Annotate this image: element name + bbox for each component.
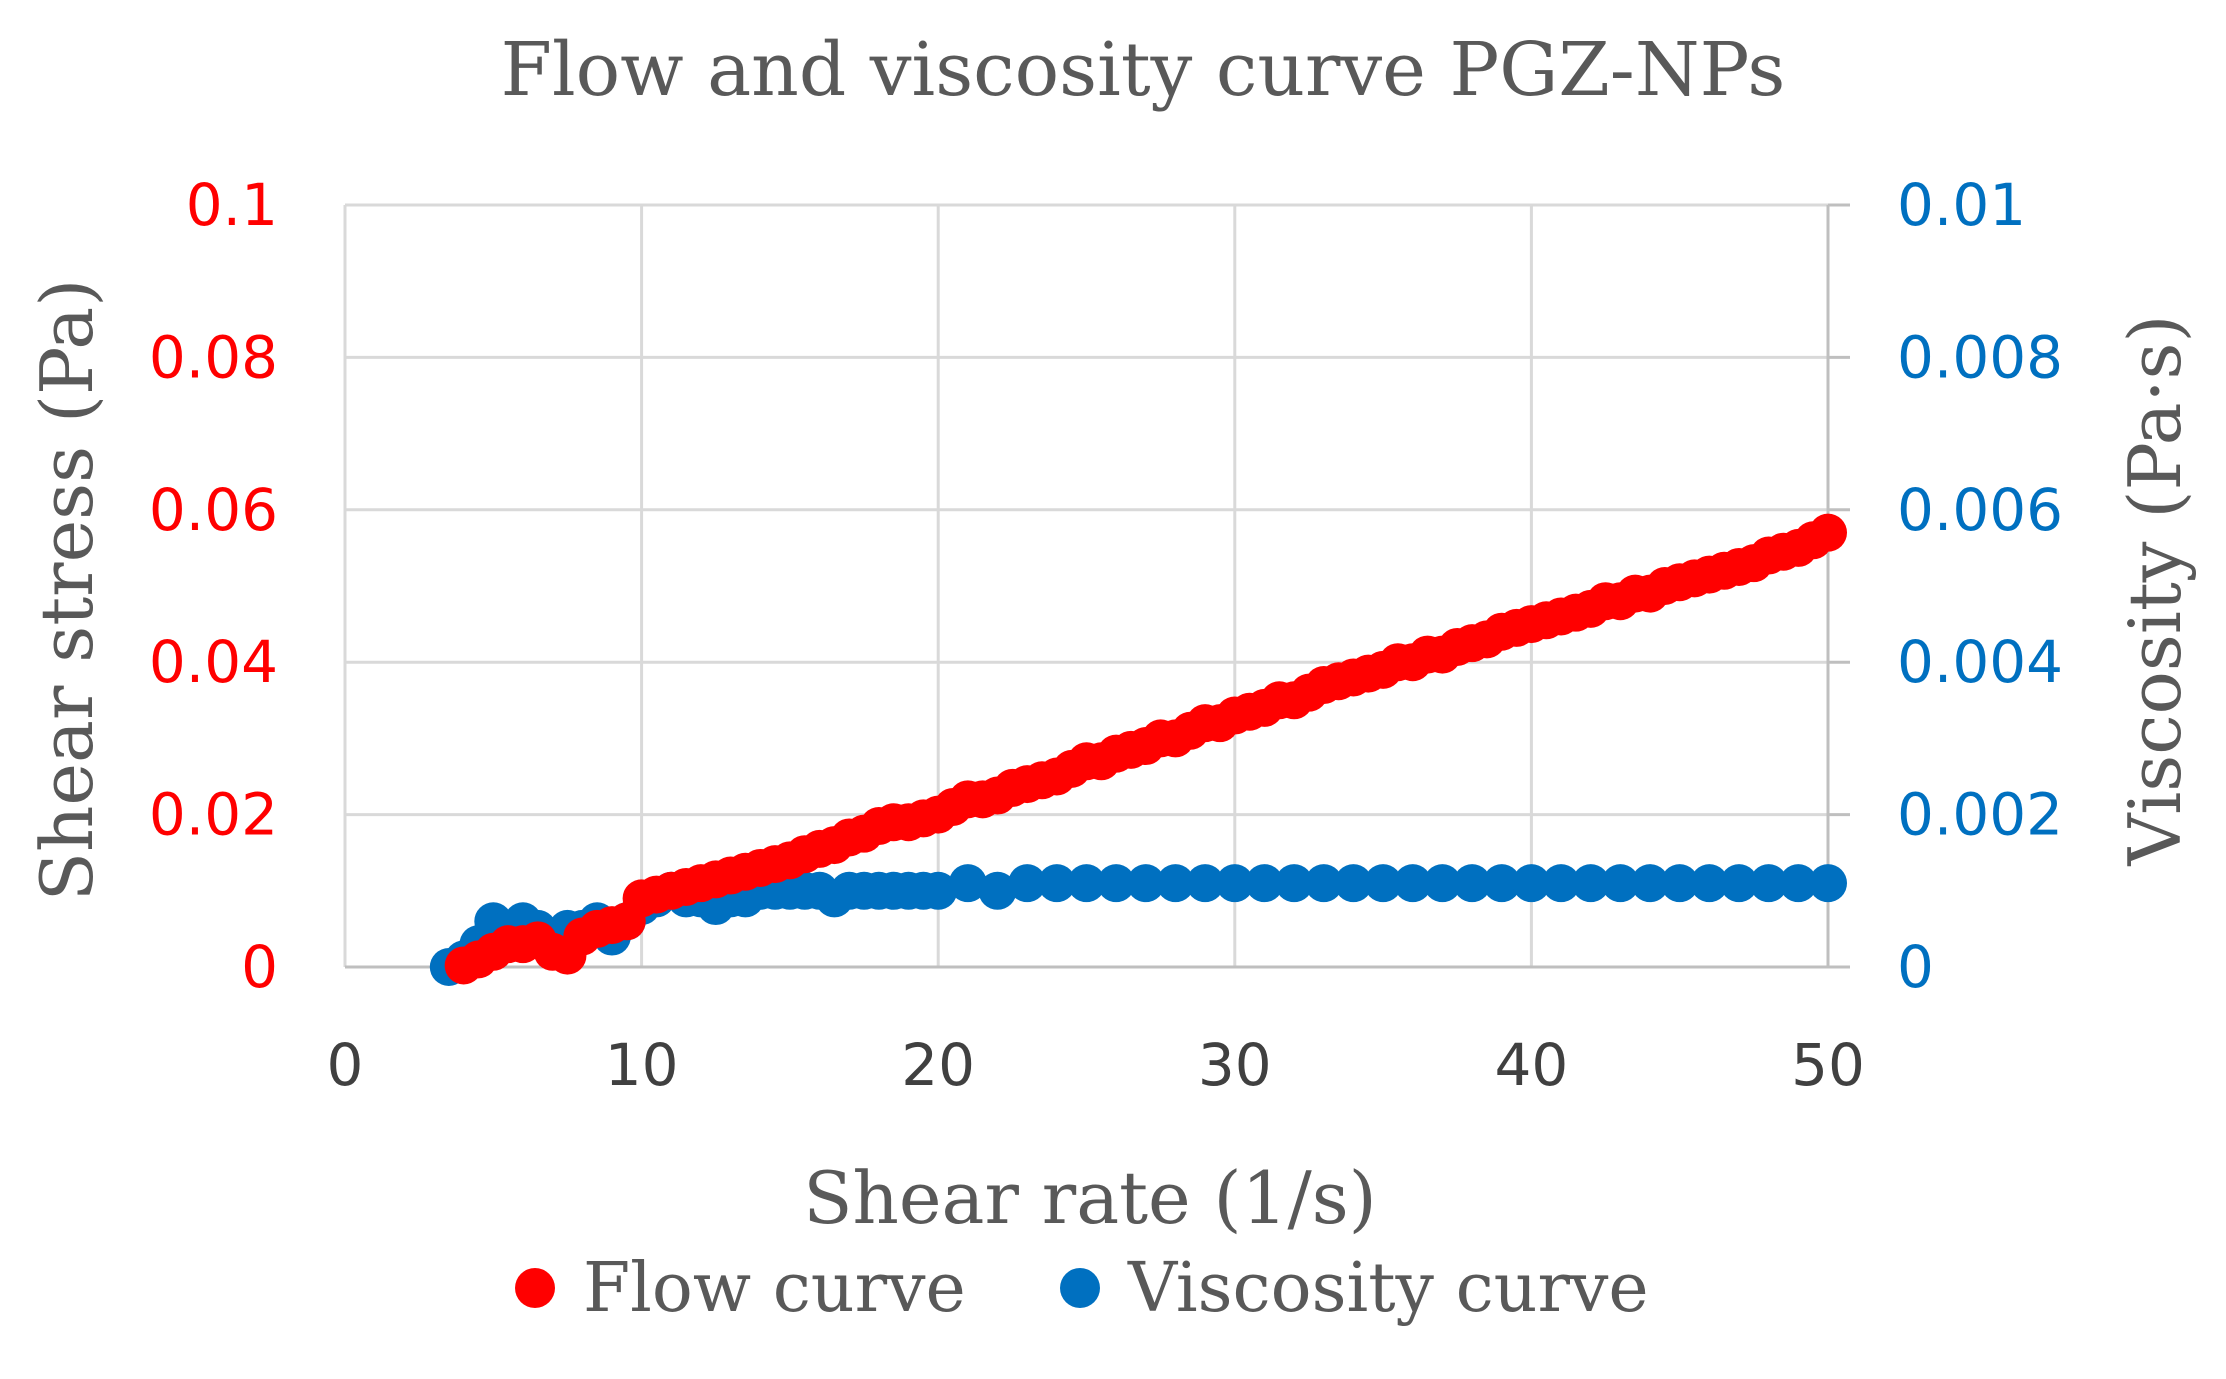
viscosity-point bbox=[978, 871, 1017, 910]
viscosity-point bbox=[1690, 864, 1729, 903]
viscosity-point bbox=[1779, 864, 1818, 903]
y-left-tick-label: 0.04 bbox=[149, 628, 278, 696]
y-right-tick-label: 0.004 bbox=[1897, 628, 2063, 696]
viscosity-point bbox=[1660, 864, 1699, 903]
viscosity-point bbox=[1008, 864, 1047, 903]
y-axis-right-title: Viscosity (Pa·s) bbox=[2113, 314, 2197, 866]
x-tick-label: 10 bbox=[605, 1031, 679, 1099]
legend-flow-label: Flow curve bbox=[583, 1249, 966, 1328]
y-axis-left-title: Shear stress (Pa) bbox=[25, 279, 109, 902]
chart-title: Flow and viscosity curve PGZ-NPs bbox=[501, 27, 1786, 113]
viscosity-point bbox=[1215, 864, 1254, 903]
legend: Flow curve Viscosity curve bbox=[515, 1249, 1649, 1328]
viscosity-point bbox=[1037, 864, 1076, 903]
viscosity-point bbox=[1334, 864, 1373, 903]
y-left-tick-label: 0.06 bbox=[149, 476, 278, 544]
x-tick-label: 0 bbox=[327, 1031, 364, 1099]
viscosity-point bbox=[1304, 864, 1343, 903]
viscosity-point bbox=[1275, 864, 1314, 903]
viscosity-point bbox=[1720, 864, 1759, 903]
legend-viscosity-label: Viscosity curve bbox=[1127, 1249, 1649, 1328]
viscosity-point bbox=[919, 871, 958, 910]
x-axis-title: Shear rate (1/s) bbox=[803, 1156, 1377, 1240]
viscosity-point bbox=[1571, 864, 1610, 903]
y-left-tick-label: 0.08 bbox=[149, 323, 278, 391]
y-right-tick-label: 0.008 bbox=[1897, 323, 2063, 391]
viscosity-point bbox=[1482, 864, 1521, 903]
legend-viscosity-marker bbox=[1060, 1268, 1100, 1308]
viscosity-point bbox=[1393, 864, 1432, 903]
viscosity-point bbox=[1067, 864, 1106, 903]
x-tick-label: 20 bbox=[901, 1031, 975, 1099]
viscosity-point bbox=[948, 864, 987, 903]
y-left-tick-label: 0 bbox=[241, 933, 278, 1001]
viscosity-point bbox=[1512, 864, 1551, 903]
x-tick-label: 30 bbox=[1198, 1031, 1272, 1099]
viscosity-point bbox=[1601, 864, 1640, 903]
axes-layer bbox=[345, 203, 1850, 969]
y-right-tick-label: 0.01 bbox=[1897, 171, 2026, 239]
viscosity-point bbox=[1453, 864, 1492, 903]
viscosity-point bbox=[1749, 864, 1788, 903]
viscosity-point bbox=[1423, 864, 1462, 903]
flow-series bbox=[444, 513, 1847, 985]
y-left-tick-label: 0.02 bbox=[149, 781, 278, 849]
viscosity-point bbox=[1126, 864, 1165, 903]
viscosity-point bbox=[1156, 864, 1195, 903]
y-right-tick-label: 0.006 bbox=[1897, 476, 2063, 544]
viscosity-point bbox=[1245, 864, 1284, 903]
viscosity-point bbox=[1186, 864, 1225, 903]
viscosity-point bbox=[1542, 864, 1581, 903]
x-tick-label: 50 bbox=[1791, 1031, 1865, 1099]
y-right-tick-label: 0 bbox=[1897, 933, 1934, 1001]
viscosity-point bbox=[1809, 864, 1847, 903]
viscosity-point bbox=[1097, 864, 1136, 903]
y-right-tick-label: 0.002 bbox=[1897, 781, 2063, 849]
y-left-tick-label: 0.1 bbox=[186, 171, 278, 239]
legend-flow-marker bbox=[515, 1268, 555, 1308]
flow-point bbox=[1809, 513, 1847, 552]
viscosity-point bbox=[1364, 864, 1403, 903]
viscosity-point bbox=[1631, 864, 1670, 903]
x-tick-label: 40 bbox=[1494, 1031, 1568, 1099]
